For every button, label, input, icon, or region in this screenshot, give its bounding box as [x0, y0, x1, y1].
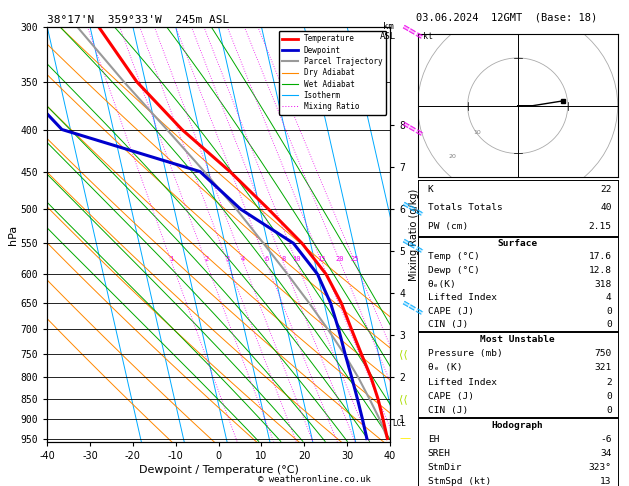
Text: ≡≡≡: ≡≡≡ [399, 22, 426, 43]
Text: ≡≡≡: ≡≡≡ [399, 199, 426, 220]
Text: θₑ(K): θₑ(K) [428, 279, 457, 289]
Text: 38°17'N  359°33'W  245m ASL: 38°17'N 359°33'W 245m ASL [47, 15, 230, 25]
Text: StmSpd (kt): StmSpd (kt) [428, 477, 491, 486]
Text: 318: 318 [594, 279, 611, 289]
Text: θₑ (K): θₑ (K) [428, 364, 462, 372]
Text: ≡≡≡: ≡≡≡ [399, 298, 426, 319]
Text: 0: 0 [606, 307, 611, 315]
Text: 4: 4 [241, 256, 245, 262]
Y-axis label: hPa: hPa [8, 225, 18, 244]
Text: Most Unstable: Most Unstable [481, 335, 555, 344]
Text: 20: 20 [448, 154, 457, 159]
Legend: Temperature, Dewpoint, Parcel Trajectory, Dry Adiabat, Wet Adiabat, Isotherm, Mi: Temperature, Dewpoint, Parcel Trajectory… [279, 31, 386, 115]
Text: Dewp (°C): Dewp (°C) [428, 266, 479, 275]
Text: EH: EH [428, 435, 439, 444]
Text: © weatheronline.co.uk: © weatheronline.co.uk [258, 474, 371, 484]
X-axis label: Dewpoint / Temperature (°C): Dewpoint / Temperature (°C) [138, 466, 299, 475]
Text: 323°: 323° [589, 463, 611, 472]
Text: ⟨⟨: ⟨⟨ [399, 394, 408, 404]
Text: ⟨⟨: ⟨⟨ [399, 349, 408, 359]
Text: ≡≡≡: ≡≡≡ [399, 236, 426, 257]
Text: 0: 0 [606, 406, 611, 415]
Text: StmDir: StmDir [428, 463, 462, 472]
Text: SREH: SREH [428, 449, 450, 458]
Text: kt: kt [423, 32, 433, 41]
Text: Lifted Index: Lifted Index [428, 378, 497, 386]
Text: 13: 13 [600, 477, 611, 486]
Text: K: K [428, 185, 433, 193]
Text: Temp (°C): Temp (°C) [428, 253, 479, 261]
Text: 8: 8 [281, 256, 286, 262]
Text: —: — [399, 434, 411, 444]
Text: 2: 2 [606, 378, 611, 386]
Text: 34: 34 [600, 449, 611, 458]
Text: km
ASL: km ASL [380, 22, 396, 41]
Text: 0: 0 [606, 320, 611, 329]
Text: Pressure (mb): Pressure (mb) [428, 349, 503, 358]
Text: 22: 22 [600, 185, 611, 193]
Text: Hodograph: Hodograph [492, 421, 543, 430]
Text: 40: 40 [600, 203, 611, 212]
Text: Lifted Index: Lifted Index [428, 293, 497, 302]
Text: CAPE (J): CAPE (J) [428, 392, 474, 401]
Text: 750: 750 [594, 349, 611, 358]
Text: CIN (J): CIN (J) [428, 406, 468, 415]
Text: 10: 10 [474, 130, 482, 136]
Text: 25: 25 [350, 256, 359, 262]
Text: LCL: LCL [392, 418, 406, 428]
Text: 15: 15 [318, 256, 326, 262]
Text: 12.8: 12.8 [589, 266, 611, 275]
Text: 10: 10 [292, 256, 301, 262]
Text: PW (cm): PW (cm) [428, 222, 468, 231]
Text: CIN (J): CIN (J) [428, 320, 468, 329]
Y-axis label: Mixing Ratio (g/kg): Mixing Ratio (g/kg) [409, 189, 419, 280]
Text: 6: 6 [264, 256, 269, 262]
Text: 0: 0 [606, 392, 611, 401]
Text: CAPE (J): CAPE (J) [428, 307, 474, 315]
Text: Surface: Surface [498, 239, 538, 248]
Text: 20: 20 [336, 256, 345, 262]
Text: 17.6: 17.6 [589, 253, 611, 261]
Text: 2.15: 2.15 [589, 222, 611, 231]
Text: ≡≡≡: ≡≡≡ [399, 119, 426, 140]
Text: 2: 2 [204, 256, 208, 262]
Text: 03.06.2024  12GMT  (Base: 18): 03.06.2024 12GMT (Base: 18) [416, 12, 598, 22]
Text: -6: -6 [600, 435, 611, 444]
Text: 1: 1 [169, 256, 174, 262]
Text: Totals Totals: Totals Totals [428, 203, 503, 212]
Text: 4: 4 [606, 293, 611, 302]
Text: 3: 3 [225, 256, 230, 262]
Text: 321: 321 [594, 364, 611, 372]
